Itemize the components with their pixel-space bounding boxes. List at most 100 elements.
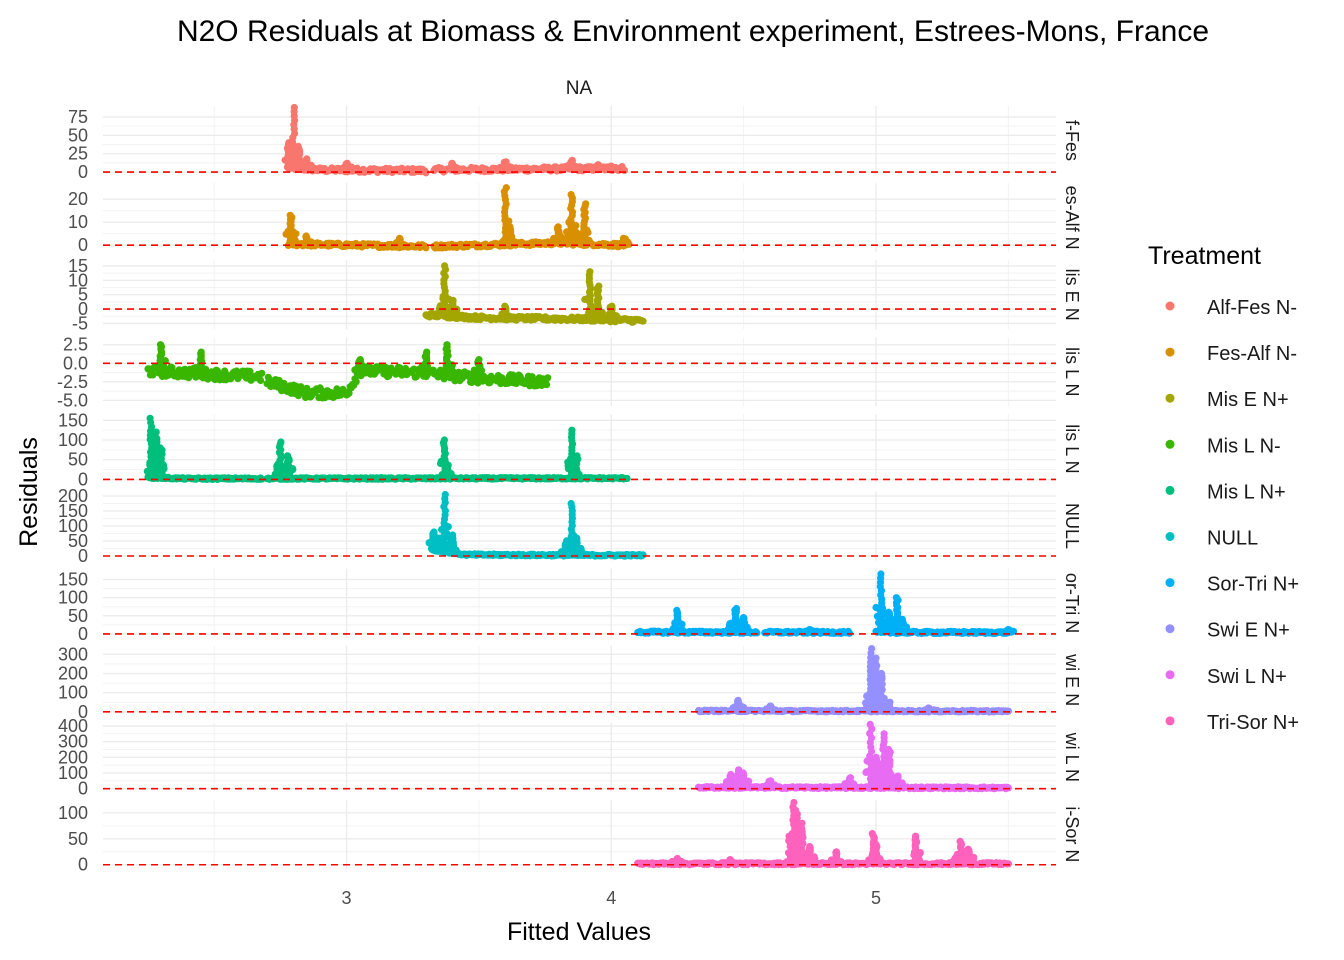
data-point <box>554 223 562 231</box>
data-point <box>352 378 360 386</box>
data-point <box>567 191 575 199</box>
data-point <box>882 624 890 633</box>
data-point <box>607 164 615 172</box>
data-point <box>552 235 560 243</box>
data-point <box>612 164 621 172</box>
data-point <box>394 240 402 248</box>
data-point <box>877 669 886 678</box>
data-point <box>439 295 447 303</box>
data-point <box>346 165 354 173</box>
data-point <box>501 302 509 310</box>
points <box>634 798 1013 869</box>
data-point <box>594 302 602 310</box>
y-tick-label: 200 <box>58 663 88 683</box>
data-point <box>257 376 265 385</box>
y-tick-label: 400 <box>58 716 88 736</box>
data-point <box>739 622 747 630</box>
data-point <box>862 768 870 777</box>
facet-strip-text: lis E N <box>1062 269 1082 321</box>
data-point <box>448 164 456 172</box>
data-point <box>732 604 741 613</box>
data-point <box>727 770 735 779</box>
data-point <box>1004 860 1013 868</box>
points <box>144 341 552 402</box>
data-point <box>790 798 798 807</box>
data-point <box>544 374 552 382</box>
y-tick-label: 150 <box>58 410 88 430</box>
data-point <box>894 772 902 780</box>
data-point <box>149 371 157 379</box>
data-point <box>898 615 907 624</box>
data-point <box>849 780 858 788</box>
data-point <box>597 164 606 172</box>
y-tick-label: 0 <box>78 855 88 875</box>
data-point <box>592 164 600 172</box>
y-tick-label: 0 <box>78 299 88 319</box>
data-point <box>303 163 311 171</box>
y-tick-label: -2.5 <box>57 372 88 392</box>
facet-strip-label: wi L N <box>1062 732 1082 782</box>
data-point <box>798 819 806 827</box>
data-point <box>302 232 310 240</box>
points <box>143 414 631 483</box>
data-point <box>294 142 302 150</box>
data-point <box>609 312 617 320</box>
y-tick-label: 0.0 <box>63 353 88 373</box>
data-point <box>160 465 168 473</box>
y-tick-label: 0 <box>78 235 88 255</box>
y-tick-label: 300 <box>58 644 88 664</box>
data-point <box>153 362 161 370</box>
data-point <box>872 603 880 612</box>
data-point <box>425 539 433 547</box>
data-point <box>448 542 456 550</box>
data-point <box>792 806 800 814</box>
data-point <box>440 436 448 444</box>
data-point <box>623 474 631 483</box>
data-point <box>286 238 294 246</box>
y-tick-label: 100 <box>58 430 88 450</box>
data-point <box>567 499 575 508</box>
facet-strip-text: f-Fes <box>1062 120 1082 161</box>
data-point <box>542 381 551 389</box>
data-point <box>470 366 478 374</box>
data-point <box>283 452 292 460</box>
data-point <box>286 211 294 219</box>
facet-strip-label: wi E N <box>1062 653 1082 706</box>
data-point <box>880 730 888 738</box>
data-point <box>502 184 510 192</box>
data-point <box>303 155 311 163</box>
data-point <box>438 306 446 314</box>
facet-strip-label: es-Alf N <box>1062 186 1082 250</box>
data-point <box>873 612 882 620</box>
data-point <box>285 146 293 154</box>
facet-strip-label: lis L N <box>1062 347 1082 396</box>
data-point <box>565 218 573 226</box>
facet-strip-text: wi E N <box>1062 653 1082 706</box>
data-point <box>872 753 880 761</box>
data-point <box>737 780 745 789</box>
data-point <box>877 760 886 768</box>
data-point <box>246 367 254 375</box>
data-point <box>287 465 296 473</box>
data-point <box>930 706 938 715</box>
points <box>282 184 633 252</box>
data-point <box>277 438 285 446</box>
data-point <box>280 468 288 476</box>
data-point <box>724 859 733 867</box>
data-point <box>739 769 747 777</box>
facet-strip-text: NULL <box>1062 503 1082 549</box>
data-point <box>146 414 154 422</box>
facet-strip-label: lis L N <box>1062 424 1082 473</box>
data-point <box>298 240 306 248</box>
data-point <box>441 490 449 499</box>
data-point <box>673 606 681 615</box>
data-point <box>580 227 589 236</box>
data-point <box>441 262 449 270</box>
